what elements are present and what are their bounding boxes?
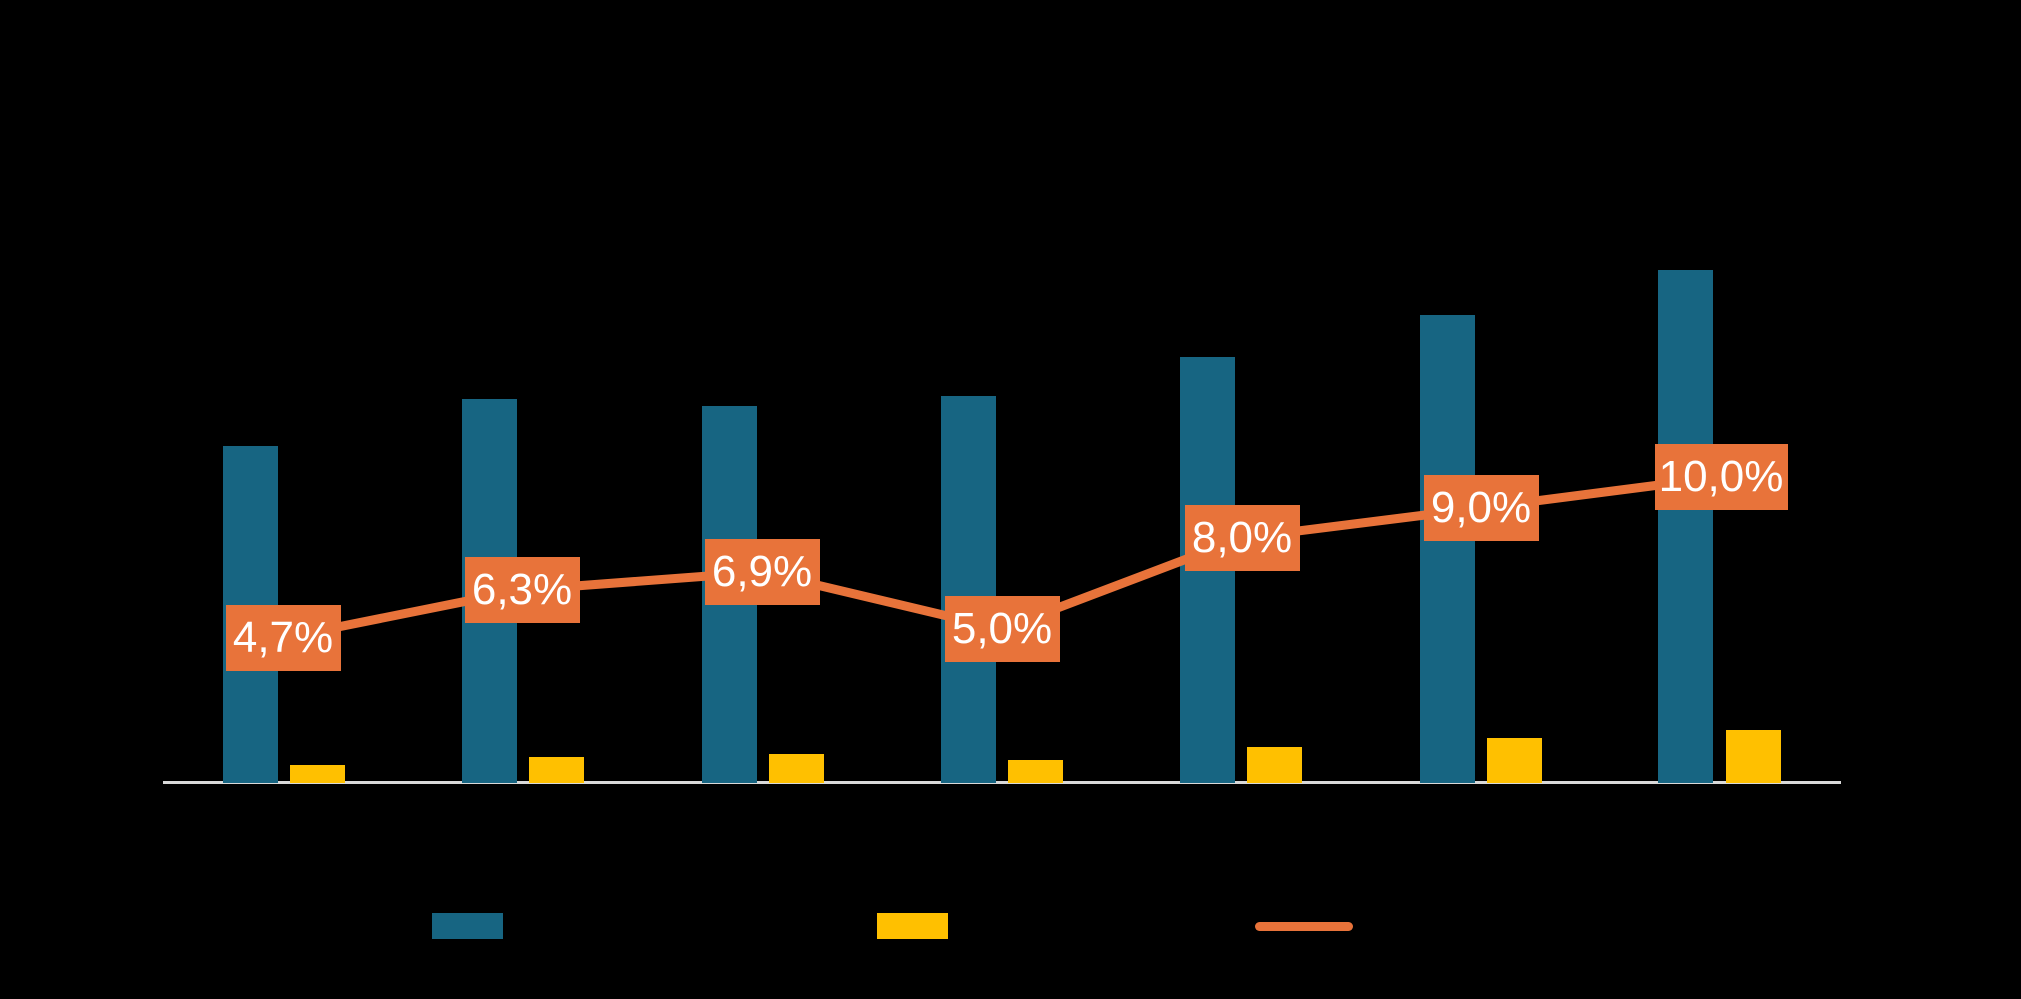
blue-bar [1658,270,1713,783]
line-data-label: 6,9% [704,539,820,605]
line-data-label: 9,0% [1423,475,1539,541]
legend-swatch-orange-line [1255,922,1353,931]
blue-bar [1420,315,1475,783]
yellow-bar [1247,747,1302,783]
yellow-bar [529,757,584,783]
legend-swatch-blue-bars [432,913,503,939]
line-data-label: 8,0% [1184,505,1300,571]
x-axis-line [163,781,1841,784]
yellow-bar [290,765,345,783]
yellow-bar [1726,730,1781,783]
line-data-label: 4,7% [225,605,341,671]
line-data-label: 10,0% [1654,444,1788,510]
line-data-label: 6,3% [464,557,580,623]
legend-swatch-yellow-bars [877,913,948,939]
blue-bar [941,396,996,783]
line-data-label: 5,0% [944,596,1060,662]
yellow-bar [1008,760,1063,783]
yellow-bar [769,754,824,783]
yellow-bar [1487,738,1542,783]
